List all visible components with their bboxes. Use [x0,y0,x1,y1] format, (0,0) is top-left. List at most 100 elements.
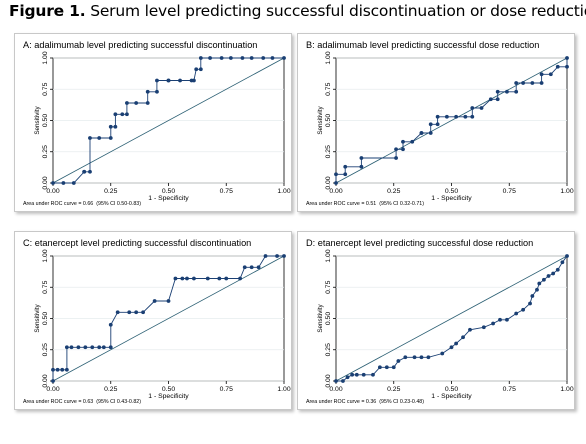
roc-point [198,56,203,60]
y-tick-label: 1.00 [42,249,49,262]
roc-point [495,97,500,102]
roc-point [51,379,55,383]
roc-point [498,317,502,322]
y-tick-label: 0.50 [325,312,332,325]
x-tick-label: 0.25 [104,188,117,195]
reference-line [52,57,285,184]
roc-point [565,56,569,60]
y-tick-label: 1.00 [325,51,332,64]
roc-point [270,56,275,60]
x-tick-label: 0.75 [503,386,516,393]
x-tick-label: 0.00 [46,386,59,393]
roc-point [141,310,145,315]
roc-point [205,276,210,281]
reference-line [335,57,568,184]
roc-point [391,365,396,370]
roc-point [565,64,569,69]
y-tick-label: 1.00 [42,51,49,64]
figure-label: Figure 1. [9,2,86,20]
x-tick-label: 1.00 [560,188,573,195]
roc-point [83,345,88,350]
roc-point [514,89,519,94]
roc-point [488,97,493,102]
roc-point [71,181,76,185]
roc-point [521,81,526,85]
roc-point [412,355,417,360]
roc-point [440,351,445,356]
y-tick-label: 1.00 [325,249,332,262]
roc-chart: A: adalimumab level predicting successfu… [23,40,291,207]
y-axis-label: Sensitivity [317,303,324,332]
roc-point [113,124,118,129]
x-tick-label: 0.75 [220,386,233,393]
roc-point [145,89,150,94]
panel-d: D: etanercept level predicting successfu… [297,231,575,410]
roc-point [361,372,366,377]
roc-point [463,114,468,119]
roc-point [468,327,472,332]
figure-title: Figure 1. Serum level predicting success… [9,2,586,20]
roc-point [479,106,484,110]
panel-title: A: adalimumab level predicting successfu… [23,40,257,50]
y-tick-label: 0.00 [42,374,49,387]
x-tick-label: 0.00 [329,386,342,393]
roc-point [343,164,348,169]
roc-point [454,341,459,346]
roc-point [60,367,65,372]
roc-point [125,112,129,117]
roc-point [108,345,113,350]
panel-a: A: adalimumab level predicting successfu… [14,33,292,212]
roc-point [384,365,389,370]
x-tick-label: 0.50 [445,386,458,393]
roc-point [282,56,286,60]
roc-point [97,136,102,140]
auc-note: Area under ROC curve = 0.63 (95% CI 0.43-… [23,399,141,405]
roc-point [192,78,196,83]
roc-point [108,322,113,327]
roc-point [377,365,382,370]
roc-point [528,301,532,306]
auc-note: Area under ROC curve = 0.51 (95% CI 0.32-… [306,201,424,207]
roc-point [249,56,254,60]
roc-point [108,124,113,129]
roc-point [166,78,171,83]
x-tick-label: 0.00 [46,188,59,195]
y-tick-label: 0.00 [325,176,332,189]
roc-point [521,307,526,312]
roc-point [470,106,475,110]
panel-title: C: etanercept level predicting successfu… [23,238,251,248]
roc-point [242,265,247,270]
y-axis-label: Sensitivity [34,105,41,134]
roc-point [192,276,196,281]
y-tick-label: 0.25 [42,343,49,356]
roc-point [61,181,66,185]
roc-point [82,169,87,174]
panel-title: B: adalimumab level predicting successfu… [306,40,539,50]
roc-point [256,265,261,270]
y-axis-label: Sensitivity [317,105,324,134]
roc-point [155,78,159,83]
roc-point [514,311,519,316]
roc-point [185,276,189,281]
roc-point [134,101,139,105]
y-axis-label: Sensitivity [34,303,41,332]
roc-point [560,260,565,265]
roc-point [435,114,440,119]
auc-ci: (95% CI 0.32-0.71) [379,201,424,207]
roc-point [539,72,544,77]
roc-point [180,276,185,281]
x-tick-label: 0.25 [104,386,117,393]
roc-point [350,372,355,377]
roc-point [208,56,212,60]
roc-point [249,265,254,270]
roc-point [410,139,415,144]
roc-point [537,281,542,286]
y-tick-label: 0.00 [42,176,49,189]
roc-point [238,276,243,281]
roc-point [505,89,509,94]
roc-point [548,72,553,77]
roc-point [166,299,171,303]
x-tick-label: 0.75 [503,188,516,195]
roc-point [461,335,465,340]
roc-point [359,164,364,169]
